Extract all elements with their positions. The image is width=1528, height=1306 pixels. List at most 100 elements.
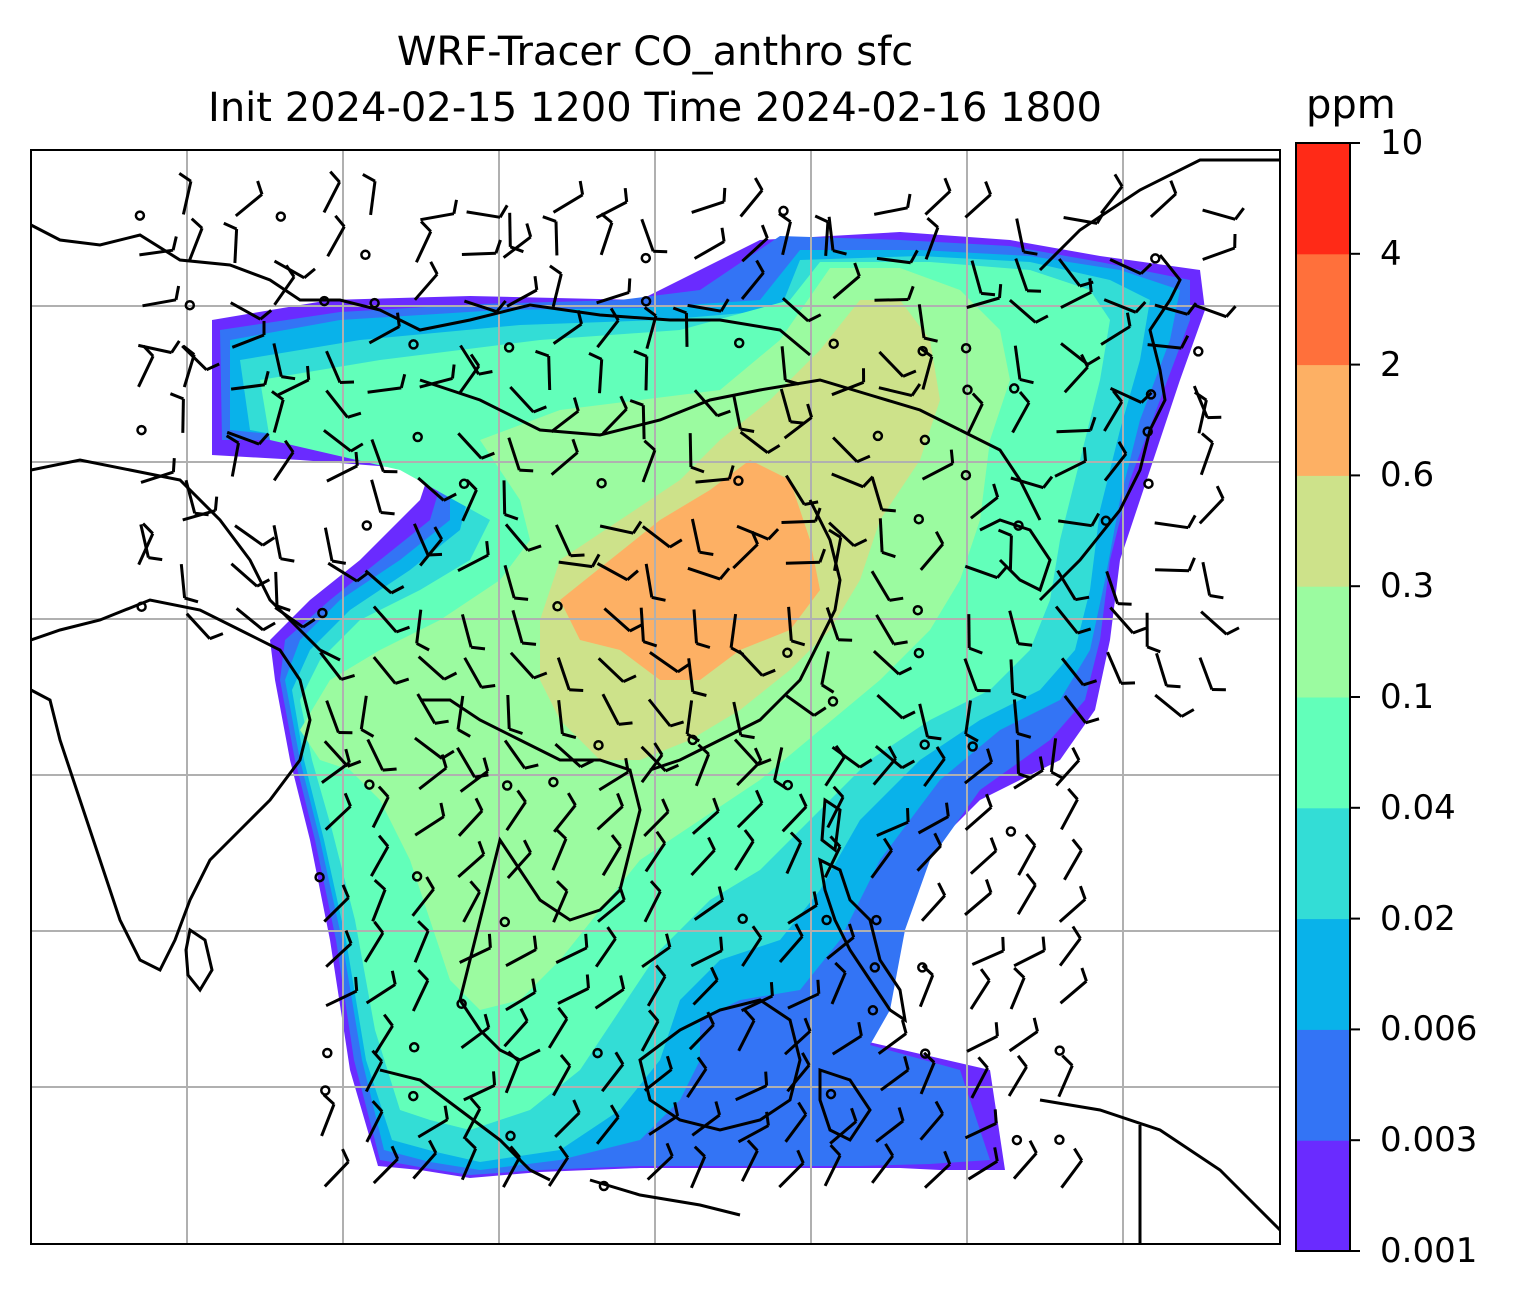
wind-barb-flag	[753, 747, 763, 762]
wind-barb-flag	[443, 671, 458, 681]
calm-wind-circle	[314, 871, 325, 883]
wind-barb-flag	[1082, 679, 1098, 687]
wind-barb-flag	[519, 468, 534, 473]
wind-barb-flag	[276, 604, 291, 612]
wind-barb-staff	[142, 298, 177, 308]
calm-wind-circle	[1145, 389, 1157, 400]
wind-barb-staff	[230, 562, 258, 588]
calm-wind-circle	[1054, 1045, 1065, 1056]
wind-barb-flag	[651, 595, 666, 602]
wind-barb-flag	[998, 283, 1003, 299]
calm-wind-circle	[867, 1005, 879, 1016]
wind-barb-flag	[609, 307, 620, 322]
wind-barb-flag	[714, 1101, 722, 1116]
wind-barb-flag	[452, 199, 458, 214]
wind-barb-staff	[733, 738, 760, 766]
wind-barb-flag	[569, 688, 584, 692]
wind-barb-staff	[779, 388, 792, 423]
wind-barb-staff	[1059, 980, 1088, 1005]
wind-barb-staff	[459, 770, 489, 793]
wind-barb-flag	[622, 674, 637, 684]
wind-barb-staff	[417, 476, 445, 502]
wind-barb-staff	[326, 464, 358, 483]
wind-barb-staff	[732, 543, 759, 570]
chart-title-line2: Init 2024-02-15 1200 Time 2024-02-16 180…	[208, 85, 1102, 131]
wind-barb-staff	[229, 301, 262, 321]
wind-barb-flag	[390, 585, 405, 595]
wind-barb-staff	[964, 806, 993, 831]
wind-barb-staff	[739, 189, 764, 218]
wind-barb-flag	[483, 1013, 491, 1028]
calm-wind-circle	[1193, 346, 1204, 357]
wind-barb-flag	[992, 483, 1000, 498]
calm-wind-circle	[778, 205, 789, 217]
wind-barb-staff	[741, 936, 763, 967]
wind-barb-flag	[557, 1006, 569, 1020]
calm-wind-circle	[505, 1130, 516, 1142]
wind-barb-staff	[182, 509, 216, 522]
wind-barb-staff	[550, 451, 579, 476]
calm-wind-circle	[412, 431, 423, 443]
wind-barb-staff	[552, 322, 583, 345]
wind-barb-staff	[372, 1157, 399, 1185]
wind-barb-staff	[460, 614, 473, 648]
wind-barb-flag	[343, 792, 352, 807]
wind-barb-staff	[231, 333, 265, 349]
wind-barb-flag	[818, 548, 827, 563]
wind-barb-flag	[834, 961, 847, 974]
wind-barb-flag	[673, 1101, 680, 1117]
wind-barb-flag	[820, 683, 835, 694]
wind-barb-flag	[984, 181, 992, 196]
wind-barb-staff	[640, 745, 667, 772]
wind-barb-flag	[1140, 391, 1153, 404]
wind-barb-staff	[773, 747, 784, 781]
calm-wind-circle	[1011, 1134, 1023, 1146]
wind-barb-staff	[1012, 699, 1019, 734]
wind-barb-flag	[766, 444, 781, 454]
wind-barb-flag	[558, 1145, 570, 1159]
wind-barb-staff	[917, 815, 950, 835]
coastline-japan	[1038, 254, 1182, 602]
wind-barb-staff	[456, 747, 476, 778]
wind-barb-flag	[750, 530, 759, 545]
wind-barb-staff	[502, 1156, 522, 1188]
wind-barb-staff	[688, 1023, 715, 1051]
co-concentration-field	[212, 232, 1205, 1178]
wind-barb-staff	[688, 433, 693, 468]
wind-barb-staff	[411, 888, 435, 917]
wind-barb-staff	[506, 288, 538, 308]
wind-barb-flag	[433, 526, 444, 540]
coastline-korea	[979, 518, 1052, 593]
wind-barb-flag	[1139, 262, 1153, 275]
wind-barb-flag	[428, 1139, 438, 1154]
wind-barb-flag	[559, 1054, 572, 1067]
calm-wind-circle	[184, 299, 196, 311]
wind-barb-staff	[507, 437, 521, 471]
wind-barb-flag	[1180, 335, 1190, 349]
wind-barb-flag	[619, 975, 626, 990]
wind-barb-flag	[1089, 416, 1097, 431]
wind-barb-staff	[371, 796, 390, 829]
wind-barb-flag	[1026, 289, 1042, 293]
wind-barb-flag	[356, 571, 370, 583]
wind-barb-flag	[1082, 447, 1087, 462]
wind-barb-flag	[1132, 626, 1147, 635]
wind-barb-flag	[1117, 441, 1128, 455]
wind-barb-flag	[1113, 173, 1124, 188]
wind-barb-staff	[555, 946, 588, 964]
wind-barb-staff	[599, 524, 634, 535]
wind-barb-flag	[760, 224, 769, 239]
calm-wind-circle	[827, 696, 839, 707]
wind-barb-flag	[498, 204, 509, 219]
wind-barb-staff	[640, 218, 655, 252]
wind-barb-staff	[457, 853, 485, 879]
wind-barb-flag	[881, 550, 896, 559]
calm-wind-circle	[408, 1090, 419, 1102]
wind-barb-staff	[644, 563, 654, 598]
wind-barb-staff	[740, 271, 765, 300]
wind-barb-flag	[262, 621, 276, 632]
wind-barb-flag	[1234, 207, 1245, 221]
wind-barb-flag	[751, 925, 763, 939]
wind-barb-flag	[1088, 278, 1093, 293]
wind-barb-staff	[693, 240, 725, 260]
